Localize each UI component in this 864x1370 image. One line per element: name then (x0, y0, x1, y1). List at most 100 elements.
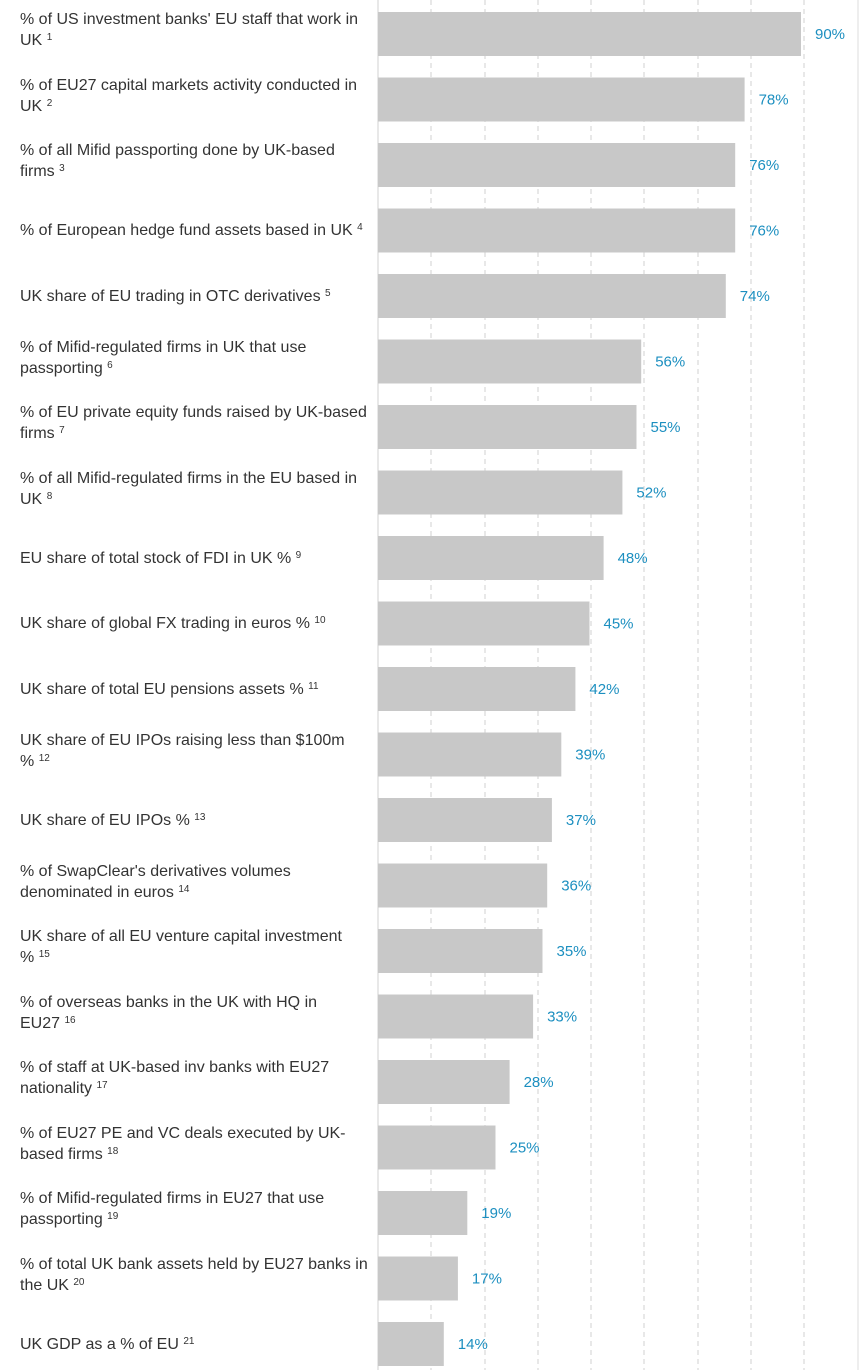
category-label-text: % of total UK bank assets held by EU27 b… (20, 1255, 368, 1294)
value-label: 78% (759, 92, 789, 109)
category-label: % of EU27 PE and VC deals executed by UK… (20, 1123, 370, 1165)
category-label-text: UK share of global FX trading in euros % (20, 615, 310, 632)
value-label: 35% (557, 943, 587, 960)
footnote-marker: 13 (194, 811, 206, 823)
value-labels-group: 90% 78% 76% 76% 74% 56% 55% 52% 48% 45% 42% 39% 37% 3… (458, 26, 845, 1353)
bar (378, 339, 642, 384)
bar (378, 143, 736, 187)
bar (378, 208, 736, 253)
footnote-marker: 20 (73, 1276, 85, 1288)
category-label: EU share of total stock of FDI in UK % 9 (20, 548, 370, 569)
bar (378, 1125, 496, 1170)
category-label: UK share of global FX trading in euros %… (20, 613, 370, 634)
bar (378, 274, 726, 318)
value-label: 37% (566, 812, 596, 829)
bar (378, 929, 543, 973)
footnote-marker: 1 (46, 32, 53, 43)
value-label: 90% (815, 26, 845, 43)
footnote-marker: 6 (107, 359, 113, 371)
category-label-text: % of Mifid-regulated firms in UK that us… (20, 338, 307, 377)
bar (378, 994, 534, 1039)
category-label-text: % of European hedge fund assets based in… (20, 222, 353, 239)
value-label: 76% (749, 223, 779, 240)
category-label: UK GDP as a % of EU 21 (20, 1334, 370, 1355)
category-label-text: % of EU27 capital markets activity condu… (20, 76, 358, 115)
category-label-text: % of all Mifid passporting done by UK-ba… (20, 142, 335, 180)
bar (378, 1191, 468, 1235)
category-label: % of all Mifid-regulated firms in the EU… (20, 468, 370, 510)
category-label-text: % of EU27 PE and VC deals executed by UK… (20, 1124, 346, 1163)
category-label: % of all Mifid passporting done by UK-ba… (20, 140, 370, 182)
value-label: 14% (458, 1336, 488, 1353)
footnote-marker: 4 (357, 222, 363, 233)
bar (378, 798, 552, 842)
category-label: UK share of EU trading in OTC derivative… (20, 286, 370, 307)
value-label: 48% (618, 550, 648, 567)
category-label: % of EU private equity funds raised by U… (20, 402, 370, 444)
category-label-text: EU share of total stock of FDI in UK % (20, 549, 292, 567)
value-label: 19% (481, 1205, 511, 1222)
bar (378, 1060, 510, 1104)
value-label: 36% (561, 878, 591, 895)
bar (378, 12, 801, 56)
footnote-marker: 18 (107, 1145, 119, 1157)
category-label-text: % of overseas banks in the UK with HQ in… (20, 993, 318, 1032)
value-label: 28% (524, 1074, 554, 1091)
bar (378, 470, 623, 515)
value-label: 76% (749, 157, 779, 174)
category-label: % of SwapClear's derivatives volumes den… (20, 861, 370, 903)
category-label: % of staff at UK-based inv banks with EU… (20, 1057, 370, 1099)
value-label: 17% (472, 1271, 502, 1288)
footnote-marker: 11 (308, 680, 319, 692)
footnote-marker: 8 (46, 490, 53, 502)
value-label: 74% (740, 288, 770, 305)
category-label: % of Mifid-regulated firms in EU27 that … (20, 1188, 370, 1230)
bar (378, 601, 590, 646)
value-label: 55% (651, 419, 681, 436)
bar (378, 1322, 444, 1366)
category-label: UK share of total EU pensions assets % 1… (20, 679, 370, 700)
footnote-marker: 16 (64, 1014, 76, 1026)
category-label-text: % of Mifid-regulated firms in EU27 that … (20, 1190, 325, 1228)
category-label-text: UK share of EU IPOs raising less than $1… (20, 731, 345, 770)
category-label-text: % of all Mifid-regulated firms in the EU… (20, 469, 358, 508)
bar (378, 667, 576, 711)
footnote-marker: 17 (96, 1080, 108, 1091)
category-label: UK share of EU IPOs % 13 (20, 810, 370, 831)
footnote-marker: 10 (314, 615, 326, 626)
bar (378, 732, 562, 777)
footnote-marker: 3 (59, 163, 65, 174)
value-label: 39% (575, 747, 605, 764)
category-label: % of overseas banks in the UK with HQ in… (20, 992, 370, 1034)
category-label: UK share of all EU venture capital inves… (20, 926, 370, 968)
footnote-marker: 12 (38, 752, 50, 764)
bar (378, 536, 604, 580)
value-label: 42% (589, 681, 619, 698)
footnote-marker: 9 (295, 549, 302, 561)
category-label: % of total UK bank assets held by EU27 b… (20, 1254, 370, 1296)
value-label: 33% (547, 1009, 577, 1026)
category-label: % of Mifid-regulated firms in UK that us… (20, 337, 370, 379)
category-label-text: % of EU private equity funds raised by U… (20, 404, 367, 442)
category-label: % of European hedge fund assets based in… (20, 220, 370, 241)
category-label: % of US investment banks' EU staff that … (20, 9, 370, 51)
category-label-text: UK share of EU IPOs % (20, 811, 190, 829)
footnote-marker: 19 (107, 1211, 119, 1222)
category-label: UK share of EU IPOs raising less than $1… (20, 730, 370, 772)
footnote-marker: 14 (178, 883, 190, 895)
bar (378, 77, 745, 122)
category-label: % of EU27 capital markets activity condu… (20, 75, 370, 117)
footnote-marker: 2 (46, 97, 53, 109)
value-label: 56% (655, 354, 685, 371)
category-label-text: UK share of total EU pensions assets % (20, 680, 304, 698)
bar (378, 405, 637, 449)
value-label: 25% (510, 1140, 540, 1157)
bar (378, 863, 548, 908)
value-label: 45% (604, 616, 634, 633)
category-label-text: % of US investment banks' EU staff that … (20, 11, 359, 49)
footnote-marker: 21 (183, 1335, 195, 1347)
value-label: 52% (636, 485, 666, 502)
footnote-marker: 5 (325, 287, 331, 299)
category-label-text: % of staff at UK-based inv banks with EU… (20, 1059, 330, 1097)
